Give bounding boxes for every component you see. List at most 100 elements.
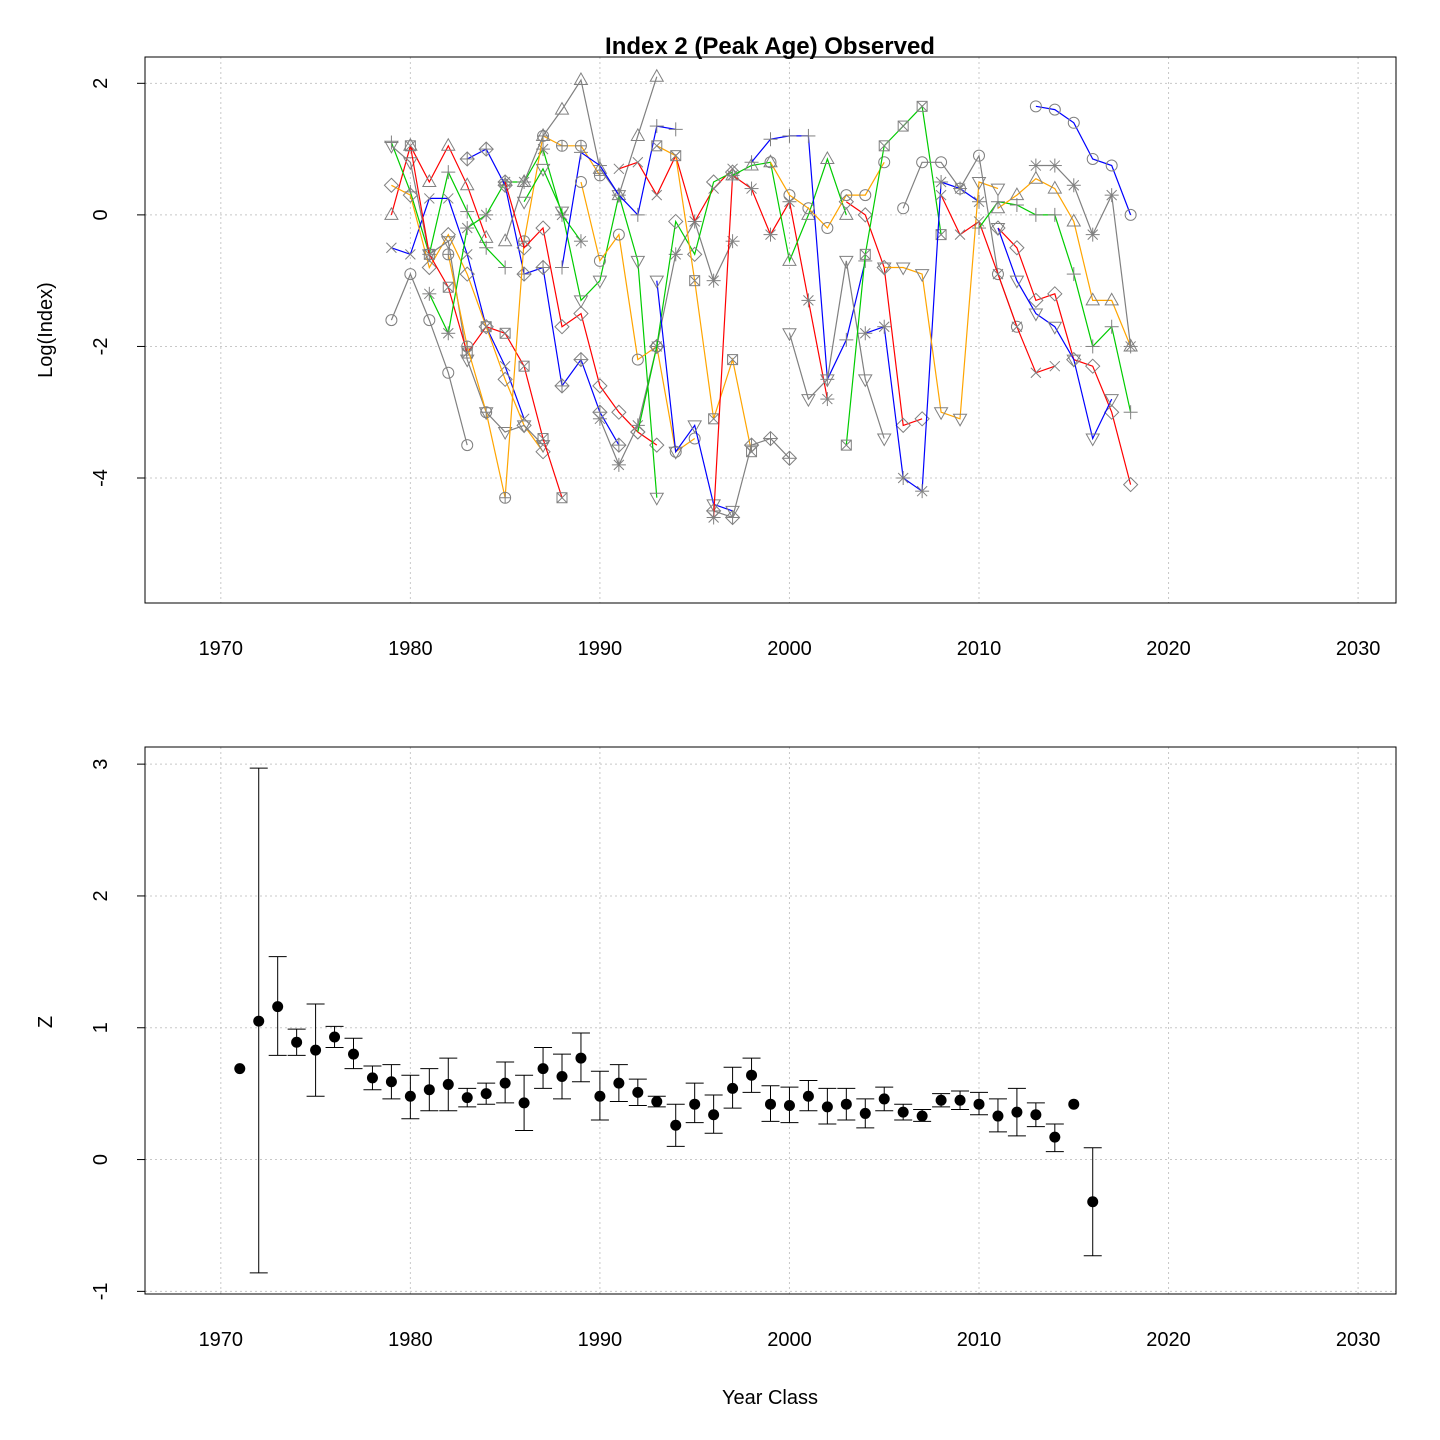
series-line-group [990,223,1120,447]
z-point [556,1071,568,1083]
data-point-marker [1047,180,1063,194]
series-line-group [990,220,1139,493]
top-chart-y-tick-label: 0 [90,209,112,220]
bottom-chart-x-tick-label: 1990 [578,1329,623,1351]
data-point-marker [442,193,454,204]
data-point-marker [724,509,741,526]
bottom-chart-x-tick-label: 2020 [1146,1329,1191,1351]
data-point-marker [499,327,511,339]
top-chart-x-tick-label: 2010 [957,638,1002,660]
z-point [821,1101,833,1113]
data-point-marker [630,255,646,269]
data-point-marker [1104,394,1120,408]
top-chart-y-label: Log(Index) [35,282,57,378]
series-line-group [383,177,551,460]
series-line-group [516,163,665,506]
top-chart-y-tick-label: 2 [90,78,112,89]
bottom-chart-x-label: Year Class [722,1387,818,1409]
series-line [732,157,847,263]
top-chart: 1970 1980 1990 2000 2010 2020 2030 -4 -2 0 2 Inde… [35,33,1397,660]
data-point-marker [954,182,967,195]
data-point-marker [1009,198,1024,213]
data-point-marker [916,156,929,169]
z-point [1068,1098,1080,1110]
data-point-marker [404,140,416,152]
z-point [272,1001,284,1013]
z-point [916,1110,928,1122]
data-point-marker [516,196,532,210]
data-point-marker [954,229,966,240]
z-point [310,1044,322,1056]
data-point-marker [1066,213,1082,227]
data-point-marker [990,183,1006,197]
bottom-chart-x-tick-label: 2010 [957,1329,1002,1351]
data-point-marker [1028,207,1043,222]
z-point [708,1109,720,1121]
data-point-marker [611,437,627,453]
data-point-marker [422,286,437,301]
data-point-marker [1124,208,1137,221]
top-chart-x-tick-label: 1990 [578,638,623,660]
data-point-marker [744,157,759,171]
top-chart-x-tick-label: 2000 [767,638,812,660]
data-point-marker [859,248,871,260]
data-point-marker [479,240,494,255]
data-point-marker [972,221,986,236]
data-point-marker [1047,286,1063,302]
top-chart-plot-frame [144,56,1397,604]
series-line-group [592,214,740,472]
data-point-marker [1085,339,1100,354]
data-point-marker [1028,292,1044,309]
bottom-chart-x-tick-label: 1980 [388,1329,433,1351]
data-point-marker [991,268,1004,281]
data-point-marker [573,145,588,160]
data-point-marker [1122,476,1139,493]
data-point-marker [1049,360,1061,372]
data-point-marker [1028,308,1044,322]
series-line-group [497,174,665,453]
series-line [845,104,942,446]
series-line [751,135,866,382]
data-point-marker [535,259,551,276]
data-point-marker [783,189,796,202]
z-point [366,1072,378,1084]
bottom-chart-y-axis: -1 0 1 2 3 [90,759,145,1300]
z-point [518,1097,530,1109]
data-point-marker [877,319,892,334]
data-point-marker [668,446,684,460]
series-line-group [651,140,758,458]
top-chart-x-tick-label: 2020 [1146,638,1191,660]
z-point [746,1069,758,1081]
data-point-marker [763,227,778,242]
data-point-marker [554,319,570,335]
bottom-chart-marks [234,767,1102,1274]
data-point-marker [1011,321,1023,333]
data-point-marker [423,314,436,327]
data-point-marker [440,137,456,151]
data-point-marker [554,101,570,115]
z-point [651,1096,663,1108]
data-point-marker [763,154,778,168]
data-point-marker [441,165,456,180]
z-point [897,1106,909,1118]
data-point-marker [421,173,437,187]
z-point [499,1077,511,1089]
data-point-marker [592,378,608,394]
data-point-marker [460,221,475,236]
data-point-marker [461,439,474,452]
series-line [580,181,696,453]
series-line [788,260,885,439]
data-point-marker [821,222,834,235]
data-point-marker [573,295,589,309]
z-point [859,1107,871,1119]
data-point-marker [573,234,588,249]
top-chart-grid [145,57,1396,603]
data-point-marker [1028,170,1044,184]
data-point-marker [459,151,475,167]
data-point-marker [649,119,664,134]
series-line-group [649,275,740,519]
data-point-marker [423,248,435,260]
data-point-marker [423,193,435,204]
data-point-marker [762,430,779,447]
bottom-chart-x-tick-label: 2000 [767,1329,812,1351]
